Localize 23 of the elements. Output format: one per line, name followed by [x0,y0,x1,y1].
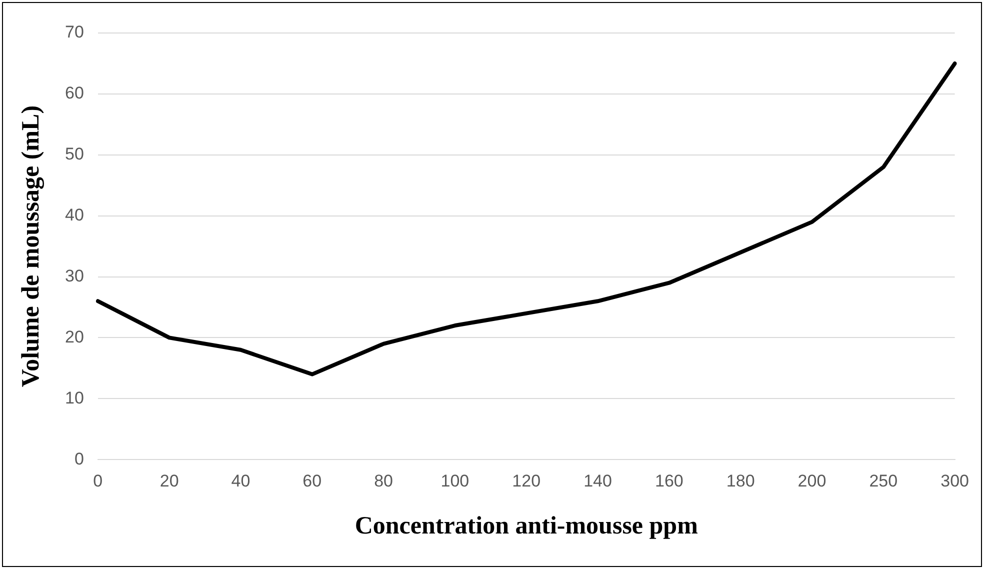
x-tick-label: 300 [940,471,970,490]
y-tick-label: 70 [64,22,84,42]
x-tick-label: 40 [231,471,250,490]
x-tick-label: 0 [93,471,103,490]
y-tick-label: 0 [74,449,84,468]
y-tick-label: 10 [64,388,84,408]
y-tick-label: 40 [64,206,84,225]
x-tick-label: 140 [584,471,612,490]
x-axis-title: Concentration anti-mousse ppm [354,512,698,540]
x-tick-label: 180 [726,471,755,490]
x-tick-label: 160 [654,471,684,490]
x-tick-label: 200 [798,471,826,490]
x-tick-label: 100 [440,471,470,490]
y-tick-label: 50 [64,144,84,164]
x-tick-label: 120 [512,471,541,490]
x-tick-label: 80 [374,471,394,490]
y-tick-label: 30 [64,266,84,286]
x-tick-label: 60 [302,471,322,490]
y-tick-label: 20 [64,327,84,346]
y-tick-label: 60 [64,84,84,103]
x-tick-label: 20 [160,471,179,490]
y-axis-title: Volume de moussage (mL) [17,105,44,388]
x-tick-label: 250 [869,471,898,490]
